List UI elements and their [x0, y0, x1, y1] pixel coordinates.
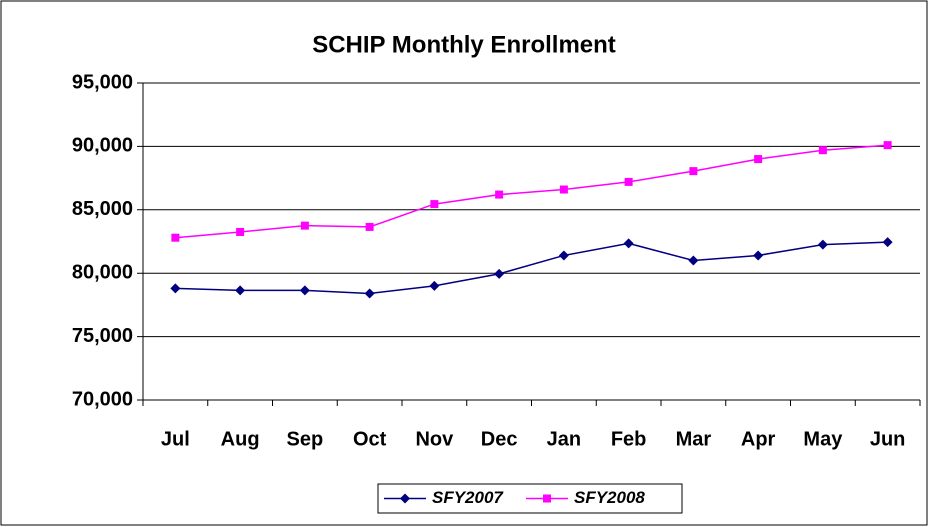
marker: [883, 141, 892, 150]
marker: [299, 285, 310, 296]
marker: [430, 200, 439, 209]
x-tick-label: May: [803, 428, 843, 450]
y-tick-label: 90,000: [72, 135, 133, 157]
marker: [558, 250, 569, 261]
y-tick-label: 80,000: [72, 261, 133, 283]
marker: [689, 167, 698, 176]
x-tick-label: Jan: [547, 428, 581, 450]
legend-label: SFY2007: [432, 488, 504, 507]
marker: [559, 185, 568, 194]
marker: [400, 493, 410, 504]
x-tick-label: Nov: [415, 428, 454, 450]
marker: [495, 190, 504, 199]
marker: [300, 221, 309, 230]
marker: [235, 285, 246, 296]
marker: [624, 177, 633, 186]
marker: [429, 280, 440, 291]
marker: [882, 237, 893, 248]
y-tick-label: 95,000: [72, 71, 133, 93]
marker: [543, 494, 551, 503]
marker: [364, 288, 375, 299]
marker: [494, 268, 505, 279]
marker: [171, 233, 180, 242]
series-line: [175, 144, 888, 239]
marker: [817, 239, 828, 250]
marker: [623, 238, 634, 249]
marker: [365, 222, 374, 231]
x-tick-label: Sep: [287, 428, 324, 450]
y-tick-label: 75,000: [72, 325, 133, 347]
y-tick-label: 70,000: [72, 388, 133, 410]
marker: [688, 255, 699, 266]
x-tick-label: Jun: [870, 428, 906, 450]
x-tick-label: Feb: [611, 428, 647, 450]
x-tick-label: Dec: [481, 428, 518, 450]
marker: [818, 146, 827, 155]
x-tick-label: Oct: [353, 428, 387, 450]
legend-label: SFY2008: [574, 488, 645, 507]
x-tick-label: Apr: [741, 428, 776, 450]
marker: [754, 155, 763, 164]
x-tick-label: Jul: [161, 428, 190, 450]
marker: [236, 227, 245, 236]
marker: [170, 283, 181, 294]
series-line: [175, 241, 888, 295]
y-tick-label: 85,000: [72, 198, 133, 220]
x-tick-label: Aug: [221, 428, 260, 450]
chart-title: SCHIP Monthly Enrollment: [312, 31, 616, 58]
x-tick-label: Mar: [676, 428, 712, 450]
marker: [753, 250, 764, 261]
